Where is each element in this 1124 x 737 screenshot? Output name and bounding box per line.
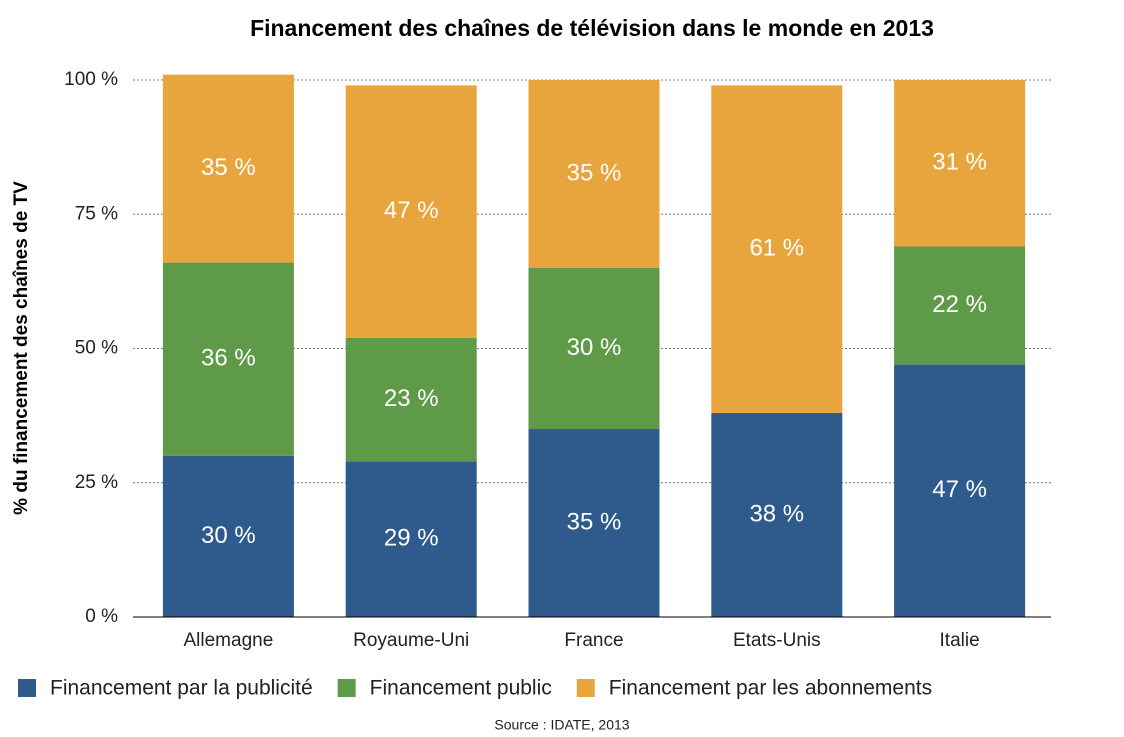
data-label: 47 % bbox=[384, 197, 439, 224]
data-label: 30 % bbox=[201, 522, 256, 549]
y-tick-label: 0 % bbox=[85, 606, 118, 627]
data-label: 35 % bbox=[567, 508, 622, 535]
data-label: 23 % bbox=[384, 385, 439, 412]
bar-segment bbox=[528, 80, 660, 268]
bar-segment bbox=[162, 262, 294, 456]
bar-segment bbox=[345, 461, 477, 617]
legend-label: Financement par la publicité bbox=[50, 677, 313, 700]
y-axis-label: % du financement des chaînes de TV bbox=[11, 181, 32, 515]
data-label: 38 % bbox=[749, 500, 804, 527]
bar-segment bbox=[528, 429, 660, 617]
source: Source : IDATE, 2013 bbox=[494, 717, 629, 733]
x-tick-label: Etats-Unis bbox=[733, 630, 821, 651]
data-label: 29 % bbox=[384, 524, 439, 551]
data-label: 35 % bbox=[567, 159, 622, 186]
data-label: 47 % bbox=[932, 476, 987, 503]
data-label: 61 % bbox=[749, 234, 804, 261]
bar-segment bbox=[528, 267, 660, 430]
x-tick-label: Italie bbox=[940, 630, 980, 651]
bar-segment bbox=[162, 455, 294, 617]
y-tick-label: 25 % bbox=[75, 472, 118, 493]
bar-segment bbox=[894, 246, 1026, 365]
data-label: 36 % bbox=[201, 345, 256, 372]
chart-title: Financement des chaînes de télévision da… bbox=[250, 15, 934, 41]
legend-swatch bbox=[18, 679, 36, 697]
x-tick-label: Royaume-Uni bbox=[353, 630, 469, 651]
data-label: 30 % bbox=[567, 334, 622, 361]
bar-segment bbox=[711, 412, 843, 617]
bar-segment bbox=[711, 85, 843, 413]
bar-segment bbox=[894, 364, 1026, 617]
y-tick-label: 50 % bbox=[75, 338, 118, 359]
legend-swatch bbox=[576, 679, 595, 697]
bar-segment bbox=[345, 337, 477, 462]
x-tick-label: France bbox=[564, 630, 623, 651]
y-tick-label: 100 % bbox=[64, 69, 118, 90]
bar-segment bbox=[345, 85, 477, 338]
legend-swatch bbox=[337, 679, 356, 697]
x-tick-label: Allemagne bbox=[184, 630, 274, 651]
data-label: 31 % bbox=[932, 149, 987, 176]
legend-label: Financement public bbox=[370, 677, 552, 700]
bar-segment bbox=[894, 80, 1026, 247]
bar-segment bbox=[162, 74, 294, 263]
legend-label: Financement par les abonnements bbox=[609, 677, 932, 700]
data-label: 22 % bbox=[932, 291, 987, 318]
y-tick-label: 75 % bbox=[75, 203, 118, 224]
data-label: 35 % bbox=[201, 154, 256, 181]
